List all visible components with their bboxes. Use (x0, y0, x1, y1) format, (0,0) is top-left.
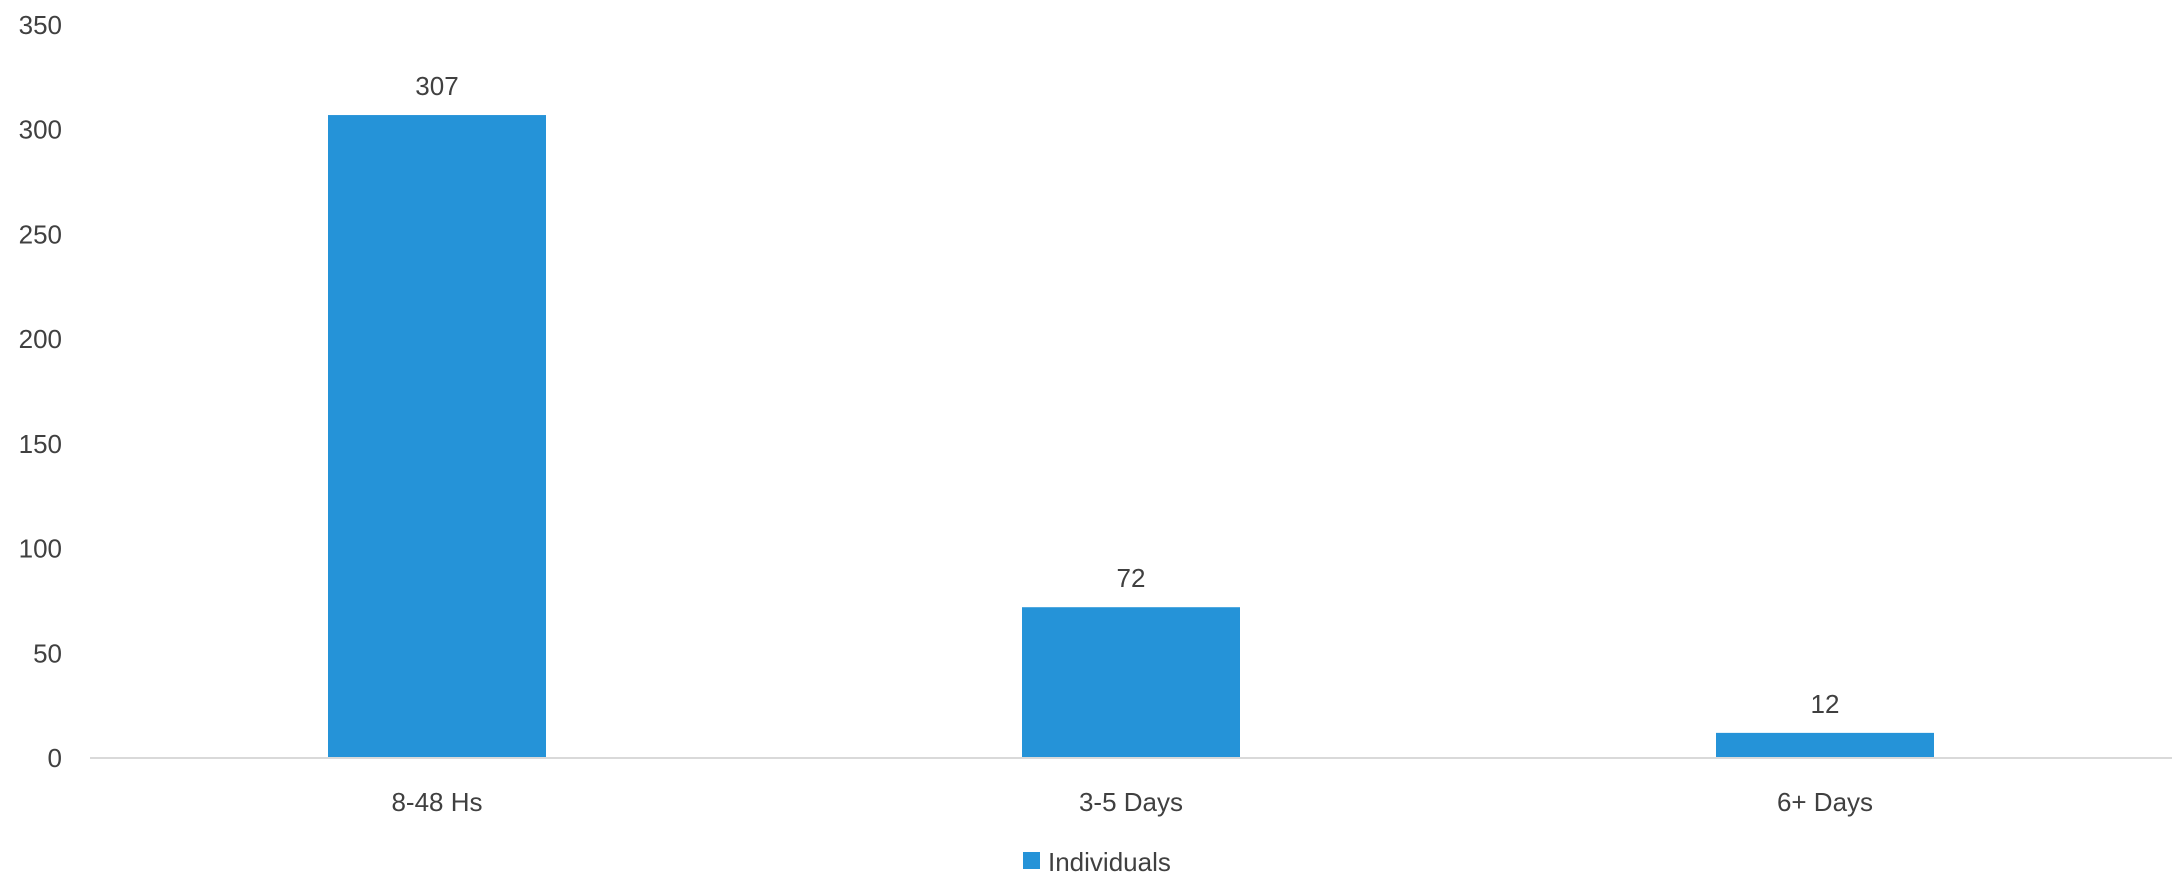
x-category-label: 3-5 Days (1079, 787, 1183, 817)
data-label: 307 (415, 71, 458, 101)
y-tick-label: 350 (19, 10, 62, 40)
legend: Individuals (1023, 847, 1171, 877)
bars (328, 115, 1934, 759)
data-labels: 307 72 12 (415, 71, 1839, 719)
x-category-label: 6+ Days (1777, 787, 1873, 817)
x-axis-labels: 8-48 Hs 3-5 Days 6+ Days (391, 787, 1873, 817)
y-tick-label: 50 (33, 638, 62, 668)
y-tick-label: 200 (19, 324, 62, 354)
legend-swatch-individuals (1023, 852, 1040, 869)
y-tick-label: 0 (48, 743, 62, 773)
y-tick-label: 150 (19, 429, 62, 459)
bar-8-48-hs (328, 115, 546, 759)
y-tick-label: 300 (19, 115, 62, 145)
bar-6-days (1716, 732, 1934, 758)
legend-label-individuals: Individuals (1048, 847, 1171, 877)
y-axis: 0 50 100 150 200 250 300 350 (19, 10, 62, 773)
data-label: 12 (1811, 689, 1840, 719)
y-tick-label: 100 (19, 534, 62, 564)
data-label: 72 (1117, 563, 1146, 593)
x-category-label: 8-48 Hs (391, 787, 482, 817)
y-tick-label: 250 (19, 219, 62, 249)
bar-3-5-days (1022, 607, 1240, 758)
